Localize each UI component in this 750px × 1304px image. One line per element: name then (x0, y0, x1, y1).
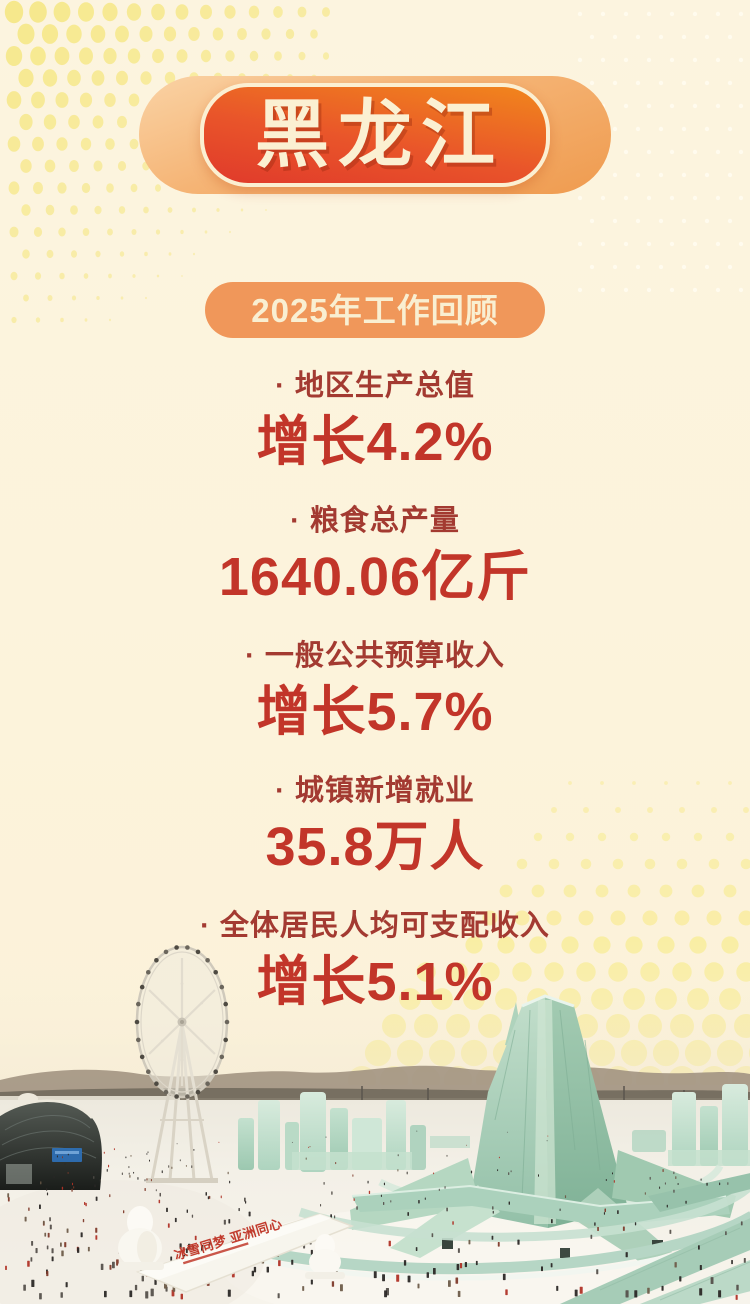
ice-castle-right (632, 1084, 750, 1166)
stats-list: · 地区生产总值 增长4.2% · 粮食总产量 1640.06亿斤 · 一般公共… (0, 366, 750, 1041)
ice-castle-left (238, 1092, 470, 1172)
region-title: 黑龙江 (255, 93, 504, 176)
region-badge: 黑龙江 (139, 76, 611, 194)
stat-label: · 城镇新增就业 (275, 775, 475, 807)
stat-label: · 粮食总产量 (290, 505, 460, 537)
region-badge-inner: 黑龙江 (200, 83, 550, 187)
stat-label: · 地区生产总值 (275, 370, 475, 402)
snowflake-hub (148, 958, 216, 1086)
stat-item: · 城镇新增就业 35.8万人 (0, 771, 750, 906)
stat-value: 1640.06亿斤 (218, 547, 532, 607)
stat-label: · 一般公共预算收入 (245, 640, 505, 672)
exhibition-hall-building (0, 1099, 102, 1190)
stat-item: · 粮食总产量 1640.06亿斤 (0, 501, 750, 636)
ferris-wheel-cabins (134, 945, 230, 1099)
stat-value: 增长5.7% (256, 682, 494, 742)
ice-walls-bottom-right (560, 1173, 750, 1304)
central-ice-tower (350, 994, 736, 1262)
ferris-wheel (134, 945, 230, 1183)
stat-value: 增长4.2% (256, 412, 494, 472)
section-title: 2025年工作回顾 (251, 291, 499, 329)
stat-item: · 一般公共预算收入 增长5.7% (0, 636, 750, 771)
stat-item: · 地区生产总值 增长4.2% (0, 366, 750, 501)
stat-label: · 全体居民人均可支配收入 (200, 910, 550, 942)
stat-value: 增长5.1% (256, 952, 494, 1012)
stat-value: 35.8万人 (265, 817, 485, 877)
section-badge: 2025年工作回顾 (205, 282, 545, 338)
stat-item: · 全体居民人均可支配收入 增长5.1% (0, 906, 750, 1041)
